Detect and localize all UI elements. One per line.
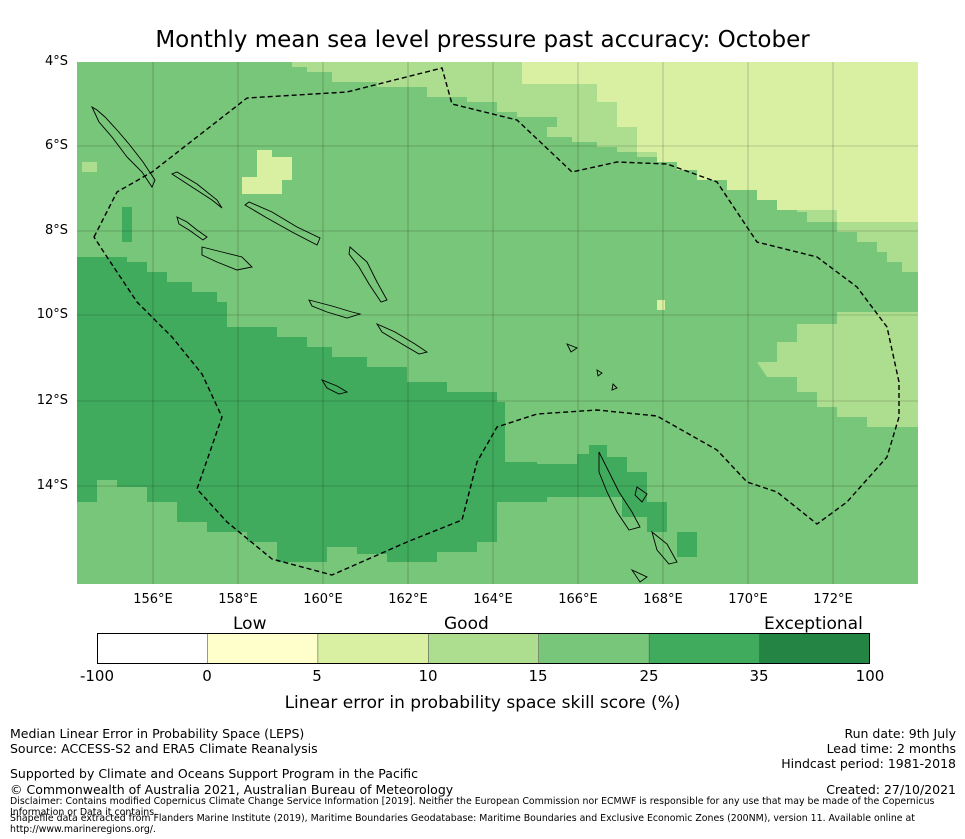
island-choiseul: [171, 171, 223, 209]
footer-source: Source: ACCESS-S2 and ERA5 Climate Reana…: [10, 741, 318, 756]
footer-run-date: Run date: 9th July: [844, 726, 956, 741]
lon-label-158e: 158°E: [218, 592, 258, 607]
island-rotuma: [566, 343, 578, 353]
island-guadalcanal: [201, 246, 253, 271]
skill-map: [77, 62, 918, 584]
skill-patch-c: [82, 162, 97, 172]
skill-field-10-15-se: [757, 312, 918, 427]
skill-field-5-10: [522, 62, 918, 222]
lon-label-168e: 168°E: [643, 592, 683, 607]
eez-boundary: [93, 67, 900, 576]
footer-hindcast-period: Hindcast period: 1981-2018: [781, 756, 956, 771]
lon-label-164e: 164°E: [473, 592, 513, 607]
colorbar-band-35-100: [759, 633, 870, 664]
lat-label-6s: 6°S: [44, 138, 68, 153]
tick-label-neg100: -100: [79, 667, 115, 685]
lat-label-14s: 14°S: [36, 478, 68, 493]
colorbar-band-25-35: [649, 633, 761, 664]
tick-label-10: 10: [418, 667, 438, 685]
tick-label-15: 15: [528, 667, 548, 685]
island-santa-cruz: [375, 322, 429, 355]
category-label-exceptional: Exceptional: [764, 614, 863, 634]
lat-label-8s: 8°S: [44, 223, 68, 238]
skill-field-25-35: [77, 257, 697, 562]
coastlines: [90, 105, 678, 583]
tick-label-5: 5: [312, 667, 322, 685]
colorbar-title: Linear error in probability space skill …: [284, 693, 681, 713]
lon-label-162e: 162°E: [388, 592, 428, 607]
island-malaita: [348, 246, 388, 303]
lon-label-172e: 172°E: [813, 592, 853, 607]
category-label-good: Good: [444, 614, 489, 634]
lat-label-12s: 12°S: [36, 393, 68, 408]
skill-patch-b: [659, 210, 669, 220]
skill-field-5-10-west: [242, 150, 292, 194]
lon-label-166e: 166°E: [558, 592, 598, 607]
footer-shapefile-credit: Shapefile data extracted from Flanders M…: [10, 813, 915, 835]
lat-label-10s: 10°S: [36, 307, 68, 322]
colorbar-band-10-15: [428, 633, 540, 664]
skill-patch-d: [657, 300, 665, 310]
footer-created: Created: 27/10/2021: [826, 782, 956, 797]
tick-label-100: 100: [855, 667, 885, 685]
skill-patch-a: [122, 207, 132, 242]
lon-label-170e: 170°E: [728, 592, 768, 607]
colorbar-band-neg100-0: [97, 633, 208, 664]
island-tanna: [630, 568, 648, 583]
graticule: [77, 62, 918, 584]
tick-label-0: 0: [202, 667, 212, 685]
map-title: Monthly mean sea level pressure past acc…: [155, 27, 810, 53]
island-espiritu-santo: [598, 451, 641, 531]
lon-label-160e: 160°E: [303, 592, 343, 607]
colorbar-band-5-10: [317, 633, 429, 664]
tick-label-25: 25: [639, 667, 659, 685]
island-new-georgia: [176, 216, 208, 241]
island-bougainville: [90, 105, 156, 188]
category-label-low: Low: [233, 614, 267, 634]
colorbar-band-15-25: [538, 633, 650, 664]
footer-disclaimer: Disclaimer: Contains modified Copernicus…: [10, 796, 935, 818]
colorbar-frame: [97, 633, 870, 664]
footer-method: Median Linear Error in Probability Space…: [10, 726, 305, 741]
lon-label-156e: 156°E: [133, 592, 173, 607]
colorbar-band-0-5: [207, 633, 319, 664]
island-small-1: [596, 369, 603, 377]
island-efate: [651, 530, 678, 565]
footer-lead-time: Lead time: 2 months: [826, 741, 956, 756]
island-santa-isabel: [244, 201, 321, 246]
colorbar: [97, 633, 870, 664]
footer-copyright: © Commonwealth of Australia 2021, Austra…: [10, 782, 454, 797]
footer-support: Supported by Climate and Oceans Support …: [10, 766, 419, 781]
tick-label-35: 35: [749, 667, 769, 685]
island-makira: [308, 299, 362, 319]
island-malekula: [634, 486, 648, 503]
lat-label-4s: 4°S: [44, 54, 68, 69]
island-small-2: [611, 383, 618, 391]
island-rennell: [320, 379, 349, 395]
